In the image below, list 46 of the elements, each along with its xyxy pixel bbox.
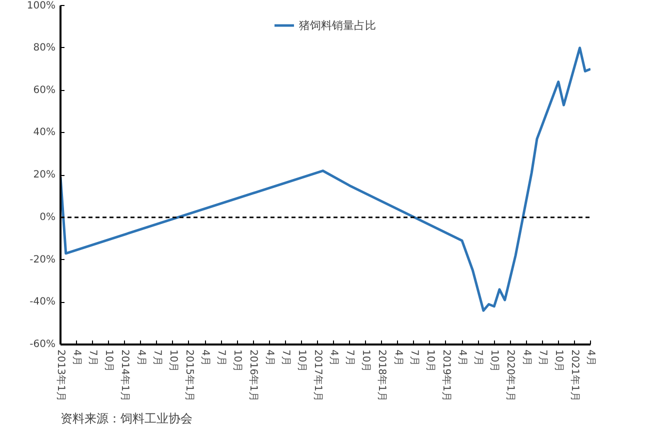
x-tick-label: 4月: [456, 350, 468, 366]
x-tick-label: 4月: [520, 350, 532, 366]
y-tick-label: 20%: [33, 170, 56, 180]
x-tick-label: 7月: [408, 350, 420, 366]
x-tick-label: 2014年1月: [119, 350, 132, 402]
y-tick-label: 100%: [26, 0, 56, 12]
x-tick-label: 4月: [264, 350, 275, 366]
x-tick-label: 4月: [585, 350, 596, 366]
legend-label: 猪饲料销量占比: [299, 18, 376, 32]
x-tick-label: 4月: [392, 350, 404, 366]
y-tick-label: -20%: [30, 254, 56, 266]
y-tick-label: -40%: [30, 296, 56, 308]
x-tick-label: 10月: [552, 350, 564, 372]
y-tick-label: 80%: [33, 42, 56, 54]
x-tick-label: 7月: [87, 350, 98, 366]
x-tick-label: 10月: [103, 350, 114, 372]
x-tick-label: 4月: [328, 350, 340, 366]
x-tick-label: 10月: [167, 350, 178, 372]
x-tick-label: 7月: [151, 350, 162, 366]
x-tick-label: 2018年1月: [376, 350, 388, 402]
line-series: [60, 46, 590, 312]
y-tick-label: 0%: [40, 212, 56, 223]
x-tick-label: 4月: [135, 350, 146, 366]
x-tick-label: 10月: [296, 350, 307, 372]
x-tick-label: 7月: [216, 350, 227, 366]
y-tick-label: -60%: [30, 339, 56, 350]
y-tick-label: 40%: [33, 127, 56, 138]
x-tick-label: 10月: [232, 350, 243, 372]
x-tick-label: 2016年1月: [248, 350, 260, 402]
x-tick-label: 4月: [200, 350, 211, 366]
x-tick-label: 2017年1月: [312, 350, 324, 402]
x-tick-label: 2019年1月: [440, 350, 452, 402]
text: 资料来源：饲料工业协会: [60, 412, 192, 426]
x-tick-label: 2021年1月: [568, 350, 581, 402]
x-tick-label: 2020年1月: [504, 350, 517, 402]
x-tick-label: 7月: [280, 350, 291, 366]
x-tick-label: 10月: [424, 350, 436, 372]
x-tick-label: 10月: [488, 350, 500, 372]
x-tick-label: 7月: [344, 350, 356, 366]
x-tick-label: 7月: [472, 350, 484, 366]
x-tick-label: 4月: [71, 350, 82, 366]
x-tick-label: 7月: [536, 350, 548, 366]
y-tick-label: 60%: [33, 84, 56, 96]
x-tick-label: 2015年1月: [183, 350, 196, 402]
x-tick-label: 2013年1月: [55, 350, 67, 402]
x-tick-label: 10月: [360, 350, 372, 372]
